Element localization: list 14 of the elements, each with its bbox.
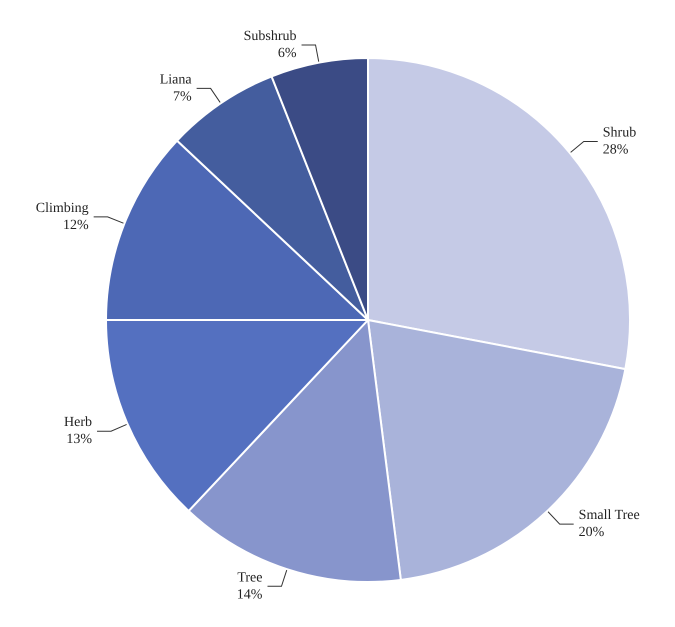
slice-label: Tree — [237, 570, 262, 586]
slice-label: Small Tree — [578, 508, 640, 524]
slice-label: Liana — [160, 72, 192, 88]
slice-label: Subshrub — [244, 28, 297, 44]
data-label: 7% — [172, 89, 192, 104]
data-label: 14% — [236, 587, 263, 602]
data-label: 12% — [62, 218, 89, 233]
data-label: 28% — [602, 142, 629, 158]
data-label: 13% — [66, 432, 92, 448]
slice-label: Climbing — [36, 200, 89, 216]
slice-label: Herb — [64, 415, 92, 430]
slice-label: Shrub — [602, 126, 636, 141]
data-label: 6% — [278, 46, 297, 61]
data-label: 20% — [578, 525, 605, 540]
